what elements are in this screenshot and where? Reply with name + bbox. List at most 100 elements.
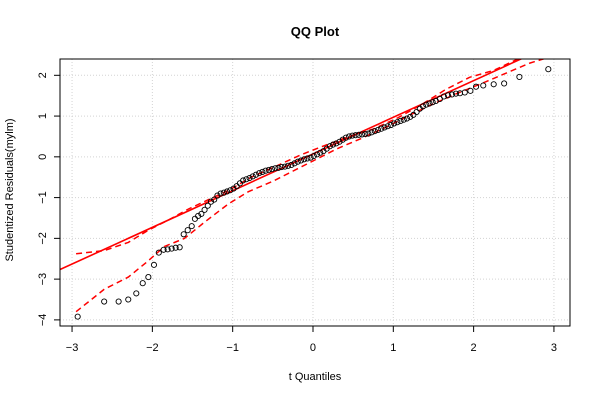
data-point [275, 164, 282, 171]
x-tick-label: 0 [310, 342, 316, 354]
x-axis: −3 −2 −1 0 1 2 3 [66, 326, 557, 354]
y-tick-label: −3 [37, 273, 49, 286]
x-tick-label: −3 [66, 342, 79, 354]
data-point [240, 177, 247, 184]
data-point [516, 73, 523, 80]
data-point [176, 244, 183, 251]
data-point [252, 171, 260, 178]
x-tick-label: 3 [551, 342, 557, 354]
data-point [349, 132, 356, 139]
data-point [115, 298, 122, 305]
data-points [74, 66, 552, 320]
data-point [413, 108, 420, 116]
data-point [374, 126, 382, 133]
data-point [172, 244, 179, 251]
data-point [407, 113, 414, 120]
data-point [198, 210, 205, 217]
data-point [444, 92, 451, 99]
data-point [201, 206, 208, 213]
envelope-upper-line [76, 59, 519, 255]
data-point [339, 136, 346, 143]
data-point [101, 298, 108, 305]
data-point [249, 173, 256, 180]
data-point [281, 163, 288, 170]
data-point [365, 130, 372, 137]
data-point [288, 161, 295, 169]
data-point [391, 120, 398, 127]
data-point [243, 176, 250, 183]
data-point [330, 141, 337, 148]
data-point [313, 151, 321, 158]
data-point [297, 157, 304, 164]
x-tick-label: −2 [146, 342, 159, 354]
y-axis: −4 −3 −2 −1 0 1 2 [37, 72, 60, 326]
data-point [155, 249, 162, 256]
data-point [204, 202, 211, 209]
data-point [272, 165, 279, 172]
y-axis-label: Studentized Residuals(mylm) [4, 118, 16, 261]
data-point [317, 149, 324, 156]
data-point [207, 198, 215, 205]
data-point [490, 81, 497, 88]
data-point [355, 131, 362, 138]
data-point [384, 123, 391, 130]
data-point [168, 245, 175, 252]
data-point [448, 91, 455, 98]
data-point [342, 134, 349, 141]
data-point [381, 124, 388, 131]
data-point [397, 117, 404, 125]
data-point [423, 101, 430, 108]
data-point [440, 93, 447, 100]
data-point [220, 189, 227, 196]
data-point [452, 90, 460, 97]
data-point [160, 246, 167, 253]
data-point [362, 130, 369, 138]
data-point [188, 223, 195, 230]
data-point [352, 132, 359, 139]
y-tick-label: −2 [37, 232, 49, 245]
data-point [346, 133, 353, 140]
data-point [400, 116, 407, 123]
data-point [304, 155, 311, 162]
data-point [211, 196, 218, 203]
data-point [371, 128, 378, 135]
data-point [429, 99, 436, 106]
x-tick-label: 1 [390, 342, 396, 354]
data-point [426, 100, 433, 107]
data-point [145, 274, 152, 281]
data-point [301, 156, 308, 163]
data-point [472, 83, 480, 90]
data-point [278, 163, 285, 171]
data-point [291, 160, 298, 167]
y-tick-label: −1 [37, 191, 49, 204]
x-axis-label: t Quantiles [289, 371, 342, 383]
data-point [368, 129, 375, 136]
data-point [224, 188, 231, 195]
y-tick-label: 0 [37, 154, 49, 160]
data-point [164, 246, 171, 253]
data-point [326, 143, 333, 150]
data-point [394, 119, 401, 126]
data-point [310, 152, 317, 160]
data-point [285, 162, 292, 169]
data-point [139, 280, 146, 287]
data-point [184, 227, 191, 234]
data-point [191, 215, 198, 222]
data-point [358, 131, 366, 138]
data-point [259, 168, 266, 175]
data-point [265, 166, 272, 173]
data-point [403, 115, 411, 122]
data-point [467, 87, 474, 94]
data-point [336, 138, 343, 145]
data-point [195, 212, 202, 219]
y-tick-label: −4 [37, 314, 49, 327]
data-point [180, 231, 187, 238]
data-point [227, 187, 234, 194]
plot-frame [59, 58, 571, 327]
data-point [307, 154, 314, 161]
data-point [387, 121, 394, 129]
data-point [150, 261, 158, 268]
grid [60, 59, 570, 326]
data-point [461, 89, 468, 96]
